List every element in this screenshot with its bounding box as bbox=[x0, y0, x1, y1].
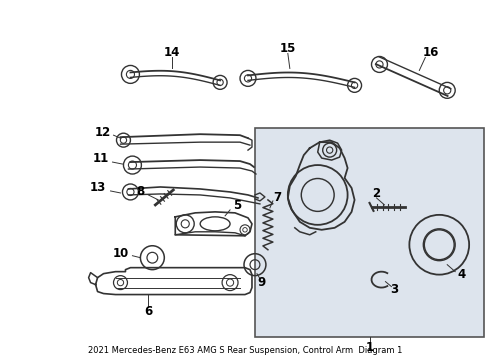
Text: 9: 9 bbox=[258, 276, 266, 289]
Text: 14: 14 bbox=[164, 46, 180, 59]
Text: 5: 5 bbox=[233, 199, 241, 212]
Text: 8: 8 bbox=[136, 185, 145, 198]
Text: 10: 10 bbox=[112, 247, 128, 260]
Text: 2: 2 bbox=[372, 188, 381, 201]
Text: 13: 13 bbox=[90, 181, 106, 194]
Text: 16: 16 bbox=[423, 46, 440, 59]
Text: 4: 4 bbox=[457, 268, 465, 281]
Text: 6: 6 bbox=[144, 305, 152, 318]
Text: 11: 11 bbox=[93, 152, 109, 165]
Bar bbox=[255, 128, 484, 337]
Text: 3: 3 bbox=[391, 283, 398, 296]
Text: 2021 Mercedes-Benz E63 AMG S Rear Suspension, Control Arm  Diagram 1: 2021 Mercedes-Benz E63 AMG S Rear Suspen… bbox=[88, 346, 402, 355]
Text: 15: 15 bbox=[280, 42, 296, 55]
Text: 7: 7 bbox=[273, 192, 281, 204]
Text: 1: 1 bbox=[366, 341, 373, 354]
Text: 12: 12 bbox=[95, 126, 111, 139]
